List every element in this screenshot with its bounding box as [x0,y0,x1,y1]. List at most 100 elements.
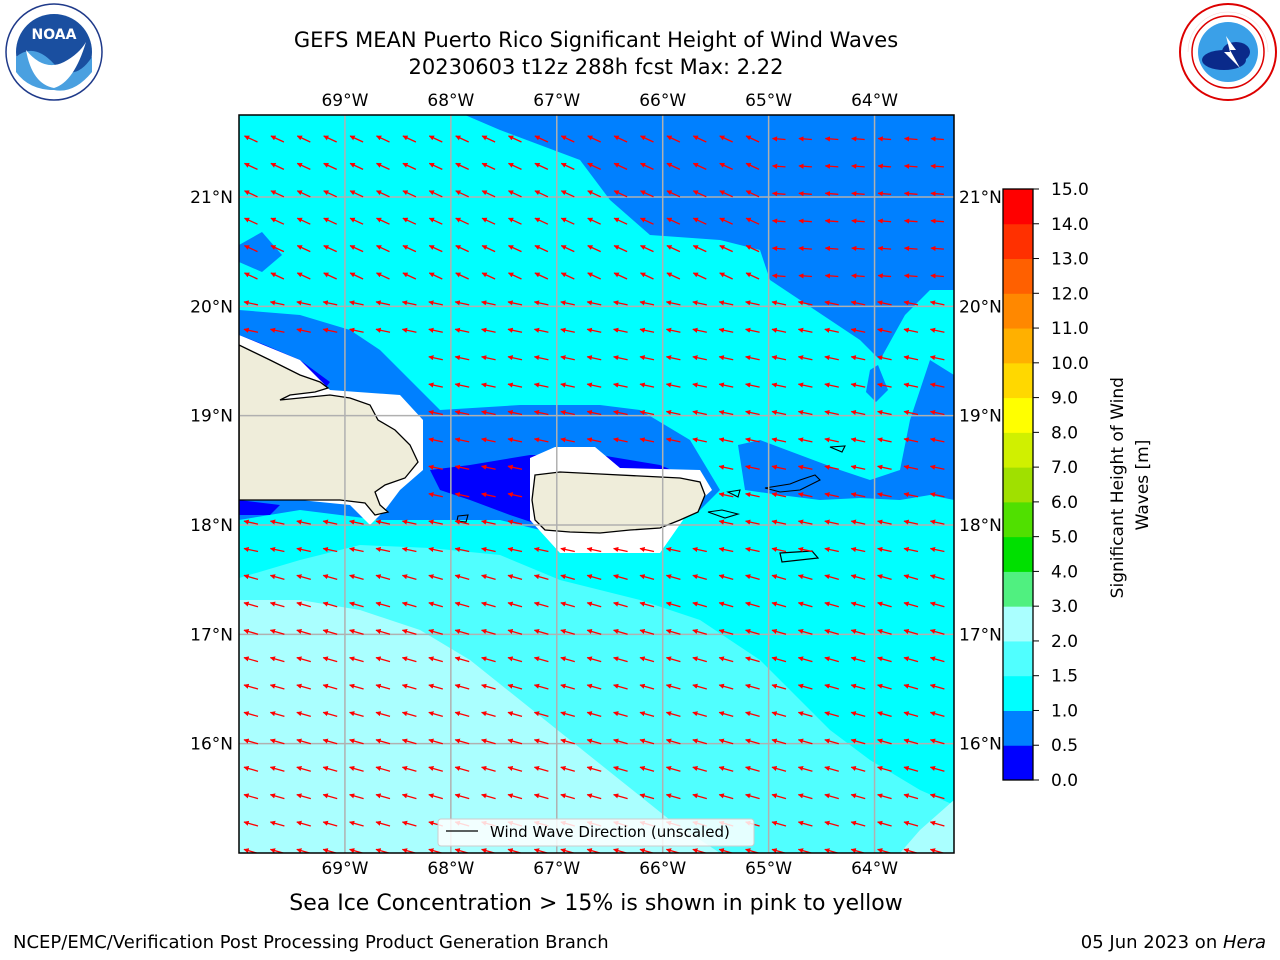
wave-arrow [903,656,919,663]
wave-arrow [930,163,944,169]
wave-arrow [903,191,918,197]
wave-arrow [797,382,813,388]
wave-arrow [797,628,813,635]
wave-arrow [454,793,470,800]
wave-arrow [850,546,866,553]
wave-arrow [481,628,496,635]
wave-arrow [349,601,364,608]
lon-label-top: 68°W [427,91,474,111]
wave-arrow [718,519,734,525]
colorbar-swatch [1003,606,1033,642]
wave-arrow [428,683,443,690]
wave-arrow [929,793,945,800]
wave-arrow [243,574,259,581]
wave-arrow [244,217,258,225]
wave-arrow [639,574,655,581]
wave-arrow [692,738,707,745]
wave-arrow [428,546,443,553]
wave-arrow [824,820,839,827]
wave-arrow [401,711,417,718]
wave-arrow [718,464,734,470]
wave-arrow [718,355,734,361]
wave-arrow [771,765,787,772]
wave-arrow [428,738,443,745]
wave-arrow [877,820,892,827]
wave-arrow [745,162,760,170]
wave-arrow [322,738,338,745]
wave-arrow [322,656,338,663]
wave-arrow [454,574,470,581]
wave-arrow [269,683,285,690]
wave-arrow [402,272,417,280]
wave-arrow [560,409,575,416]
wave-arrow [877,738,892,745]
wave-arrow [929,492,945,498]
wave-arrow [639,546,655,553]
wave-arrow [665,683,681,690]
wave-arrow [851,245,865,252]
wave-arrow [771,574,787,581]
wave-arrow [560,217,575,225]
wave-arrow [665,574,681,581]
wave-arrow [824,300,839,306]
wave-arrow [296,245,311,253]
wave-arrow [640,217,654,225]
wave-arrow [666,272,681,280]
wave-arrow [771,793,787,800]
colorbar-swatch [1003,571,1033,607]
wave-arrow [507,738,523,745]
wave-arrow [719,245,733,253]
wave-arrow [401,765,417,772]
wave-arrow [903,218,918,224]
wave-arrow [771,355,787,361]
colorbar-frame [1002,188,1034,781]
wave-arrow [322,628,338,635]
wave-arrow [296,765,311,772]
wave-arrow [745,300,760,306]
wave-arrow [560,437,575,443]
colorbar-tick-label: 1.5 [1051,667,1078,687]
lat-label-left: 17°N [190,625,233,645]
wave-arrow [323,272,337,280]
wave-arrow [587,190,601,198]
wave-arrow [428,793,443,800]
wave-arrow [269,711,285,718]
wave-arrow [401,546,417,553]
lat-label-right: 16°N [959,735,1002,755]
wave-arrow [797,519,813,525]
wave-arrow [745,382,760,388]
wave-arrow [719,272,733,280]
wave-arrow [745,656,760,663]
wave-arrow [929,327,945,333]
wave-arrow [665,601,681,608]
wave-arrow [269,628,285,635]
wave-arrow [455,162,469,170]
wave-arrow [692,272,707,280]
nws-logo [1179,3,1277,101]
wave-arrow [613,656,628,663]
wave-arrow [376,272,390,280]
wave-arrow [640,245,654,253]
wave-arrow [454,464,470,470]
wave-arrow [455,135,469,143]
wave-arrow [903,820,919,827]
lon-label-bottom: 64°W [851,859,898,879]
wave-arrow [270,190,285,198]
wave-arrow [428,409,443,416]
wave-arrow [639,656,655,663]
wave-arrow [269,820,285,827]
wave-arrow [349,272,364,280]
wave-arrow [481,574,496,581]
wave-arrow [877,628,892,635]
wave-arrow [243,683,259,690]
wave-arrow [745,765,760,772]
wave-arrow [613,217,628,225]
wave-arrow [639,382,655,388]
wave-arrow [692,683,707,690]
wave-arrow [771,327,787,333]
wave-arrow [692,245,707,253]
colorbar-swatch [1003,293,1033,329]
wave-arrow [824,382,839,388]
wave-arrow [454,628,470,635]
wave-arrow [692,327,707,333]
